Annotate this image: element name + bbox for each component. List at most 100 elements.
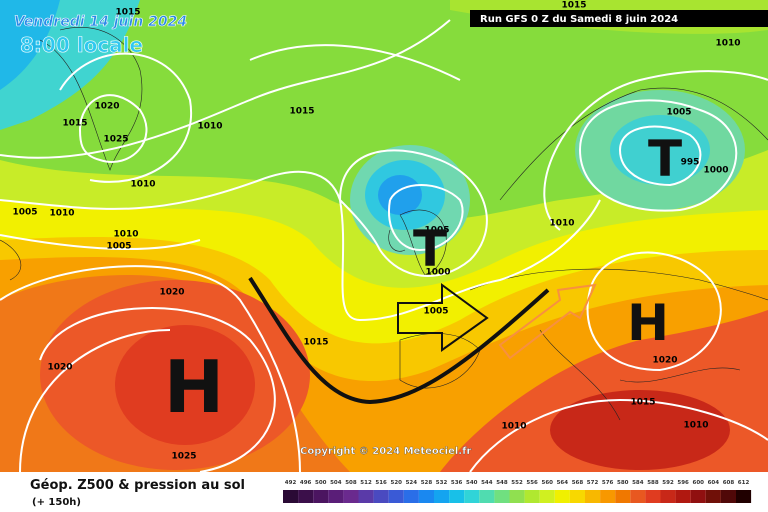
scale-swatch bbox=[600, 490, 616, 503]
trough-annotation bbox=[248, 276, 597, 405]
pressure-label: 1015 bbox=[303, 338, 328, 348]
footer-title: Géop. Z500 & pression au sol bbox=[30, 478, 245, 493]
pressure-label: 1000 bbox=[703, 166, 728, 176]
scale-swatch bbox=[283, 490, 299, 503]
geopotential-field bbox=[0, 0, 768, 472]
scale-label: 556 bbox=[526, 480, 538, 486]
pressure-label: 1010 bbox=[549, 219, 574, 229]
scale-swatch bbox=[675, 490, 691, 503]
pressure-label: 1010 bbox=[683, 421, 708, 431]
scale-swatch bbox=[328, 490, 344, 503]
valid-date: Vendredi 14 juin 2024 bbox=[14, 14, 187, 30]
scale-label: 552 bbox=[511, 480, 523, 486]
pressure-labels: 1015 1020 1015 1025 1010 1015 1010 1005 1010 1010… bbox=[12, 1, 740, 462]
scale-swatch bbox=[388, 490, 404, 503]
high-pressure-center: H bbox=[164, 345, 224, 429]
scale-label: 572 bbox=[587, 480, 599, 486]
scale-label: 516 bbox=[375, 480, 387, 486]
scale-swatch bbox=[524, 490, 540, 503]
pressure-label: 995 bbox=[681, 158, 700, 168]
pressure-label: 1020 bbox=[94, 102, 119, 112]
scale-label: 492 bbox=[285, 480, 297, 486]
scale-label: 560 bbox=[542, 480, 554, 486]
pressure-label: 1005 bbox=[106, 242, 131, 252]
pressure-label: 1010 bbox=[49, 209, 74, 219]
pressure-label: 1010 bbox=[113, 230, 138, 240]
pressure-label: 1015 bbox=[62, 119, 87, 129]
scale-swatch bbox=[615, 490, 631, 503]
scale-label: 536 bbox=[451, 480, 463, 486]
run-info: Run GFS 0 Z du Samedi 8 juin 2024 bbox=[480, 14, 678, 25]
scale-swatch bbox=[418, 490, 434, 503]
scale-label: 504 bbox=[330, 480, 342, 486]
scale-label: 596 bbox=[677, 480, 689, 486]
scale-swatch bbox=[373, 490, 389, 503]
pressure-label: 1010 bbox=[197, 122, 222, 132]
scale-label: 512 bbox=[360, 480, 372, 486]
scale-label: 580 bbox=[617, 480, 629, 486]
scale-label: 600 bbox=[693, 480, 705, 486]
scale-label: 540 bbox=[466, 480, 478, 486]
scale-label: 576 bbox=[602, 480, 614, 486]
scale-swatch bbox=[494, 490, 510, 503]
scale-label: 528 bbox=[421, 480, 433, 486]
scale-swatch bbox=[479, 490, 495, 503]
pressure-label: 1005 bbox=[666, 108, 691, 118]
scale-label: 520 bbox=[391, 480, 403, 486]
scale-swatch bbox=[449, 490, 465, 503]
pressure-label: 1005 bbox=[424, 226, 449, 236]
scale-swatch bbox=[569, 490, 585, 503]
scale-swatch bbox=[343, 490, 359, 503]
pressure-label: 1015 bbox=[115, 8, 140, 18]
scale-swatch bbox=[630, 490, 646, 503]
scale-label: 496 bbox=[300, 480, 312, 486]
pressure-label: 1010 bbox=[501, 422, 526, 432]
pressure-label: 1020 bbox=[159, 288, 184, 298]
scale-label: 500 bbox=[315, 480, 327, 486]
pressure-label: 1020 bbox=[47, 363, 72, 373]
scale-swatch bbox=[434, 490, 450, 503]
pressure-label: 1005 bbox=[423, 307, 448, 317]
scale-label: 588 bbox=[647, 480, 659, 486]
scale-swatch bbox=[298, 490, 314, 503]
scale-label: 544 bbox=[481, 480, 493, 486]
pressure-label: 1025 bbox=[103, 135, 128, 145]
scale-swatch bbox=[705, 490, 721, 503]
color-scale: 492 496 500 504 508 512 516 520 524 528 532 536 540 5… bbox=[283, 480, 752, 503]
pressure-label: 1015 bbox=[289, 107, 314, 117]
scale-swatch bbox=[645, 490, 661, 503]
scale-swatch bbox=[403, 490, 419, 503]
scale-swatch bbox=[509, 490, 525, 503]
scale-label: 508 bbox=[345, 480, 357, 486]
scale-swatch bbox=[358, 490, 374, 503]
scale-label: 564 bbox=[557, 480, 569, 486]
scale-swatch bbox=[313, 490, 329, 503]
run-box bbox=[470, 10, 768, 27]
pressure-label: 1020 bbox=[652, 356, 677, 366]
pressure-label: 1010 bbox=[715, 39, 740, 49]
isobars bbox=[0, 19, 768, 473]
scale-swatch bbox=[539, 490, 555, 503]
scale-label: 548 bbox=[496, 480, 508, 486]
scale-swatch bbox=[660, 490, 676, 503]
scale-label: 524 bbox=[406, 480, 418, 486]
pressure-label: 1000 bbox=[425, 268, 450, 278]
valid-time: 8:00 locale bbox=[20, 33, 143, 57]
pressure-label: 1015 bbox=[561, 1, 586, 11]
scale-label: 604 bbox=[708, 480, 720, 486]
low-pressure-center: T bbox=[413, 220, 447, 278]
pressure-label: 1015 bbox=[630, 398, 655, 408]
scale-swatch bbox=[736, 490, 752, 503]
scale-swatch bbox=[554, 490, 570, 503]
scale-swatch bbox=[720, 490, 736, 503]
footer-subtitle: (+ 150h) bbox=[32, 497, 81, 508]
pressure-label: 1025 bbox=[171, 452, 196, 462]
copyright: Copyright © 2024 Meteociel.fr bbox=[300, 446, 471, 457]
low-pressure-center: T bbox=[648, 130, 682, 188]
scale-label: 592 bbox=[662, 480, 674, 486]
scale-label: 532 bbox=[436, 480, 448, 486]
scale-label: 568 bbox=[572, 480, 584, 486]
pressure-label: 1005 bbox=[12, 208, 37, 218]
scale-label: 608 bbox=[723, 480, 735, 486]
